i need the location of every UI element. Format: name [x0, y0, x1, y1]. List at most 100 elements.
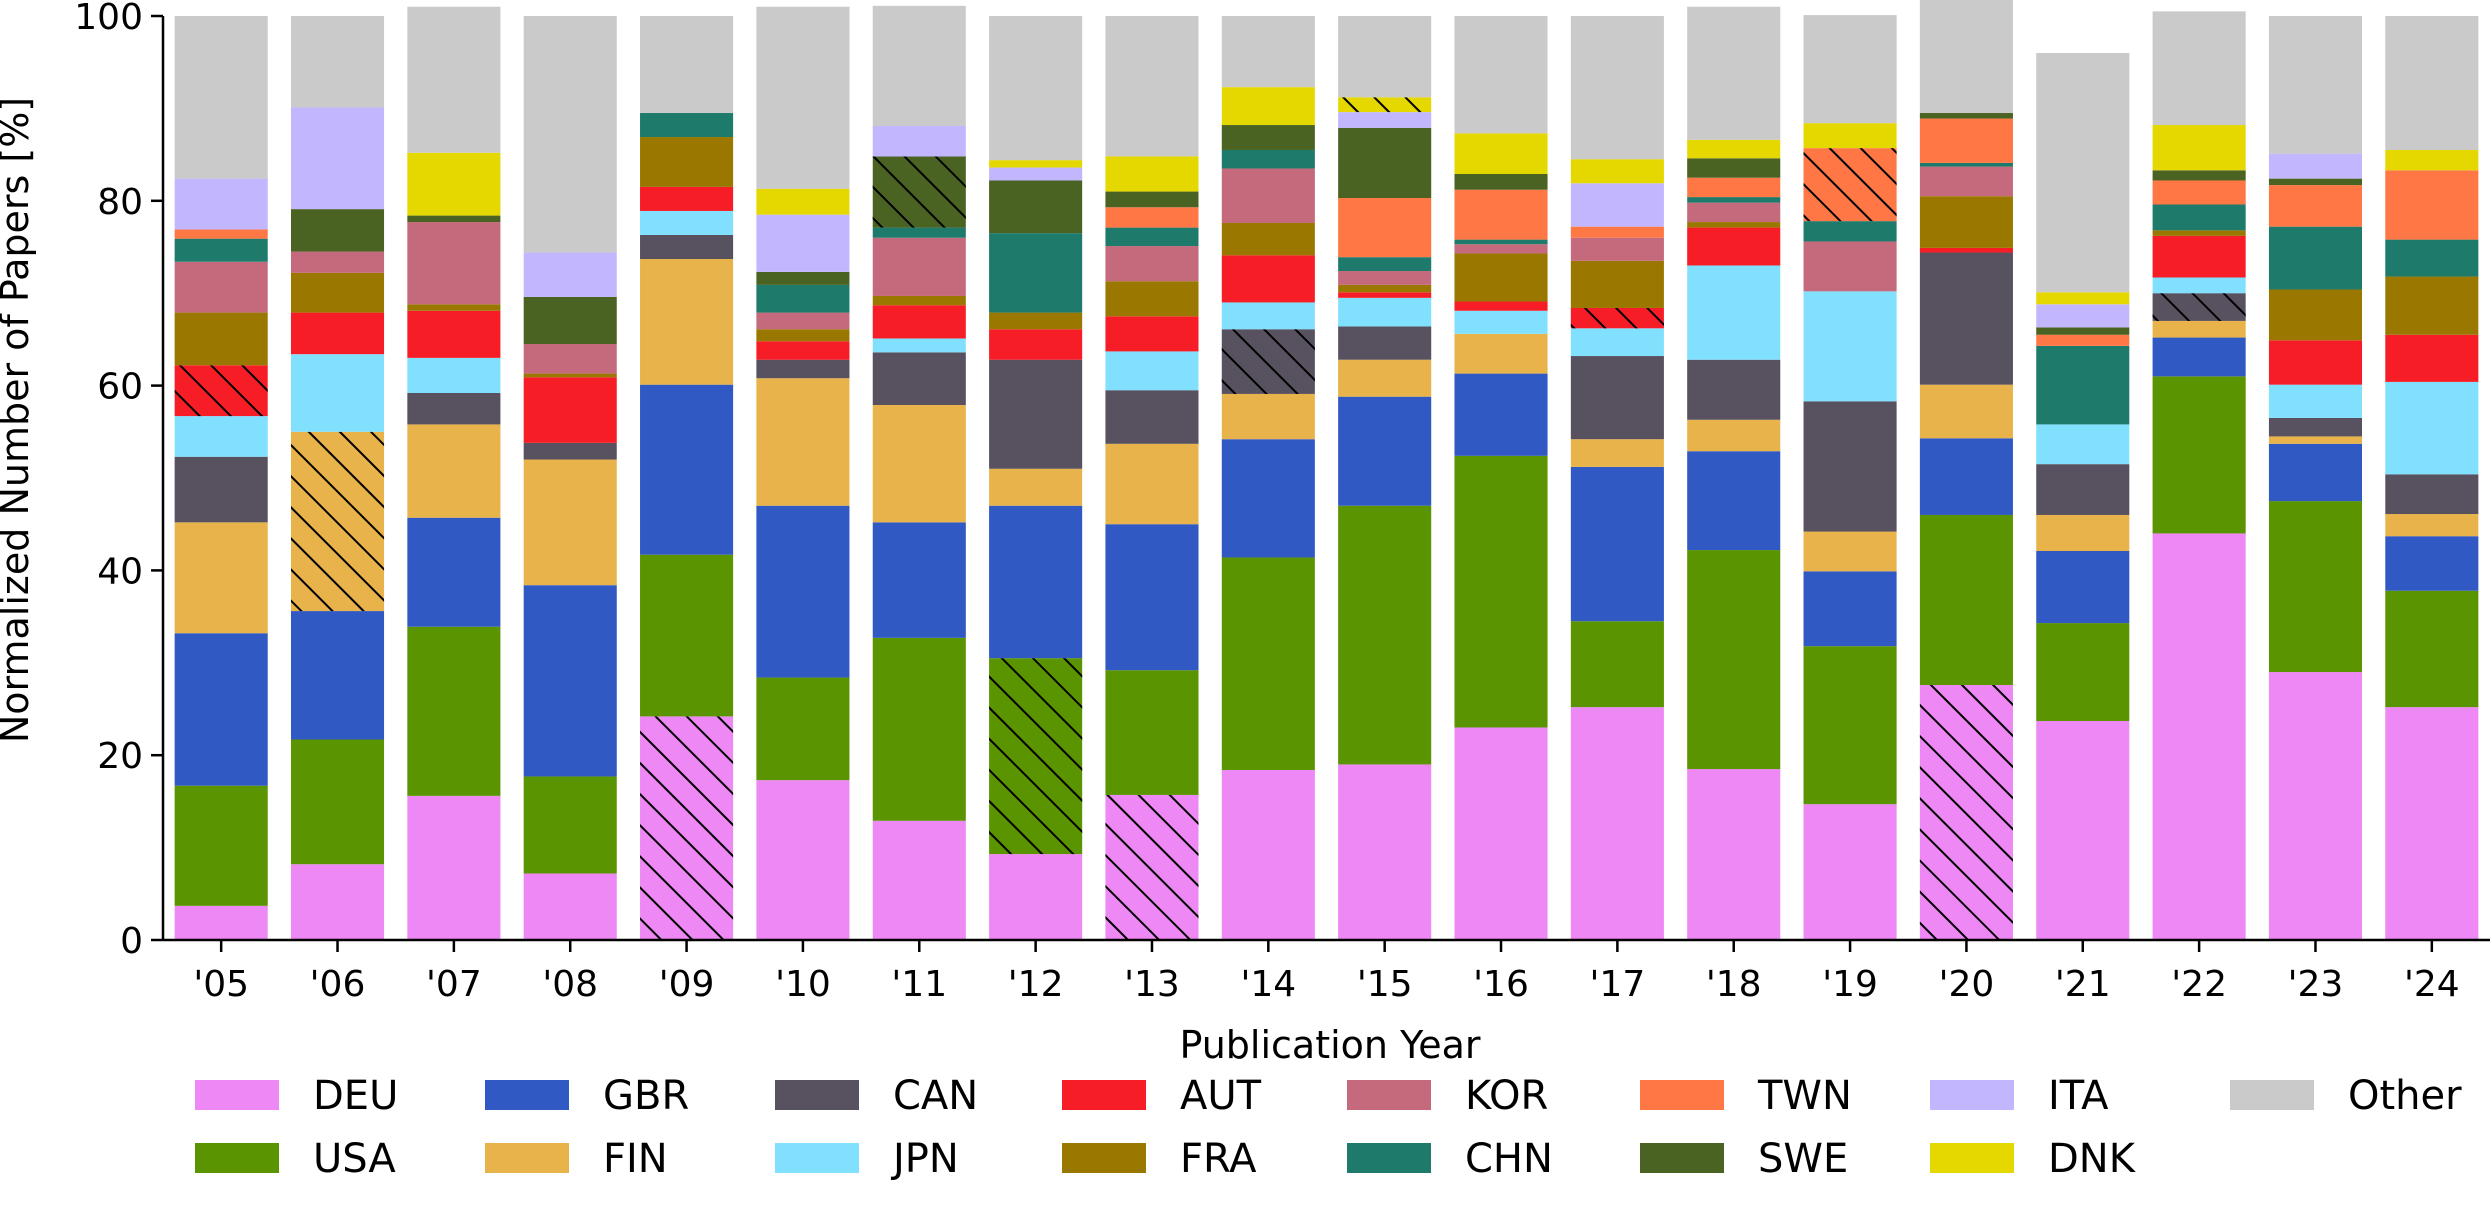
bar-segment-swe-1 — [290, 209, 385, 252]
bar-segment-can-2 — [407, 392, 501, 425]
bar-segment-dnk-12 — [1570, 159, 1664, 184]
x-tick-label: '23 — [2288, 964, 2344, 1005]
bar-segment-gbr-3 — [523, 585, 617, 777]
legend-swatch — [195, 1080, 279, 1110]
x-tick-label: '20 — [1939, 964, 1995, 1005]
bar-segment-deu-0 — [174, 905, 268, 940]
legend-item-chn: CHN — [1347, 1136, 1553, 1182]
bar-segment-twn-10 — [1338, 198, 1432, 258]
bar-segment-chn-0 — [174, 238, 268, 262]
bar-segment-swe-5 — [756, 271, 850, 285]
bar-segment-jpn-1 — [290, 354, 385, 432]
legend-item-aut: AUT — [1062, 1073, 1262, 1119]
bar-segment-jpn-2 — [407, 357, 501, 393]
bar-segment-gbr-8 — [1105, 524, 1199, 671]
bar-segment-fra-13 — [1687, 222, 1781, 228]
bar-segment-ita-12 — [1570, 183, 1664, 227]
bar-segment-deu-11 — [1454, 727, 1548, 940]
bar-segment-kor-8 — [1105, 246, 1199, 282]
bar-segment-can-14 — [1803, 401, 1897, 532]
bar-segment-deu-7 — [989, 854, 1083, 940]
bar-segment-swe-10 — [1338, 127, 1432, 199]
bar-segment-aut-18 — [2268, 340, 2363, 385]
bar-segment-gbr-14 — [1803, 571, 1897, 647]
legend-swatch — [1347, 1080, 1431, 1110]
bar-segment-fin-13 — [1687, 419, 1781, 452]
legend-swatch — [775, 1143, 859, 1173]
bar-segment-kor-6 — [872, 237, 966, 296]
bar-segment-twn-12 — [1570, 226, 1664, 238]
legend-swatch — [1640, 1080, 1724, 1110]
bar-segment-fra-7 — [989, 312, 1083, 330]
bar-segment-chn-14 — [1803, 221, 1897, 242]
hatch-overlay-deu-15 — [1919, 684, 2013, 940]
bar-segment-chn-5 — [756, 284, 850, 313]
bar-segment-jpn-9 — [1221, 302, 1315, 330]
y-axis: 0 20 40 60 80 100 — [74, 0, 165, 962]
bar-segment-jpn-12 — [1570, 328, 1664, 357]
legend-swatch — [775, 1080, 859, 1110]
bar-segment-ita-16 — [2036, 304, 2130, 328]
bar-segment-ita-18 — [2268, 153, 2363, 179]
x-tick-label: '06 — [310, 964, 366, 1005]
bar-segment-ita-10 — [1338, 112, 1432, 128]
hatch-overlay-aut-0 — [174, 365, 268, 417]
bar-segment-deu-1 — [290, 864, 385, 940]
bar-segment-chn-17 — [2152, 204, 2246, 231]
x-tick-label: '19 — [1822, 964, 1878, 1005]
legend-item-dnk: DNK — [1930, 1136, 2137, 1182]
bar-segment-usa-17 — [2152, 376, 2246, 534]
bar-segment-chn-18 — [2268, 226, 2363, 290]
bar-segment-jpn-19 — [2385, 381, 2479, 475]
bar-segment-jpn-8 — [1105, 351, 1199, 391]
legend-swatch — [1640, 1143, 1724, 1173]
bar-segment-chn-15 — [1919, 162, 2013, 167]
bar-segment-fra-5 — [756, 329, 850, 342]
x-tick-label: '22 — [2171, 964, 2227, 1005]
y-tick-label: 80 — [97, 182, 143, 223]
bar-segment-swe-13 — [1687, 158, 1781, 178]
legend-label: GBR — [603, 1073, 689, 1119]
bar-segment-deu-17 — [2152, 533, 2246, 940]
bar-segment-twn-13 — [1687, 177, 1781, 198]
bar-segment-usa-0 — [174, 785, 268, 906]
bar-segment-chn-6 — [872, 227, 966, 238]
bar-segment-fra-19 — [2385, 276, 2479, 335]
bar-segment-ita-3 — [523, 252, 617, 297]
legend-label: FRA — [1180, 1136, 1257, 1182]
bar-segment-usa-10 — [1338, 505, 1432, 765]
bar-segment-fin-11 — [1454, 333, 1548, 374]
bar-segment-other-3 — [523, 16, 617, 253]
bar-segment-fra-12 — [1570, 260, 1664, 308]
bar-segment-other-12 — [1570, 16, 1664, 160]
bar-segment-can-5 — [756, 359, 850, 379]
bar-segment-fin-7 — [989, 468, 1083, 506]
hatch-overlay-twn-14 — [1803, 148, 1897, 222]
bar-segment-gbr-19 — [2385, 536, 2479, 591]
bar-segment-deu-2 — [407, 795, 501, 940]
bar-segment-fin-2 — [407, 424, 501, 518]
bar-segment-twn-19 — [2385, 170, 2479, 240]
bar-segment-kor-10 — [1338, 271, 1432, 285]
bar-segment-aut-3 — [523, 377, 617, 443]
bar-segment-usa-15 — [1919, 514, 2013, 685]
bar-segment-dnk-13 — [1687, 139, 1781, 159]
bar-segment-usa-6 — [872, 637, 966, 821]
x-tick-label: '13 — [1124, 964, 1180, 1005]
bar-segment-dnk-5 — [756, 188, 850, 215]
hatch-overlay-swe-6 — [872, 156, 966, 228]
bar-segment-dnk-2 — [407, 152, 501, 216]
bar-segment-fin-3 — [523, 459, 617, 586]
bar-segment-fra-17 — [2152, 230, 2246, 236]
hatch-overlay-dnk-10 — [1338, 97, 1432, 113]
bar-segment-gbr-18 — [2268, 443, 2363, 502]
bar-segment-aut-17 — [2152, 235, 2246, 278]
legend-label: JPN — [890, 1136, 959, 1182]
bar-segment-fin-15 — [1919, 384, 2013, 439]
bar-segment-jpn-16 — [2036, 424, 2130, 465]
legend-label: CAN — [893, 1073, 978, 1119]
x-tick-label: '08 — [542, 964, 598, 1005]
bar-segment-gbr-9 — [1221, 439, 1315, 558]
bar-segment-deu-14 — [1803, 804, 1897, 940]
bar-segment-usa-11 — [1454, 455, 1548, 728]
